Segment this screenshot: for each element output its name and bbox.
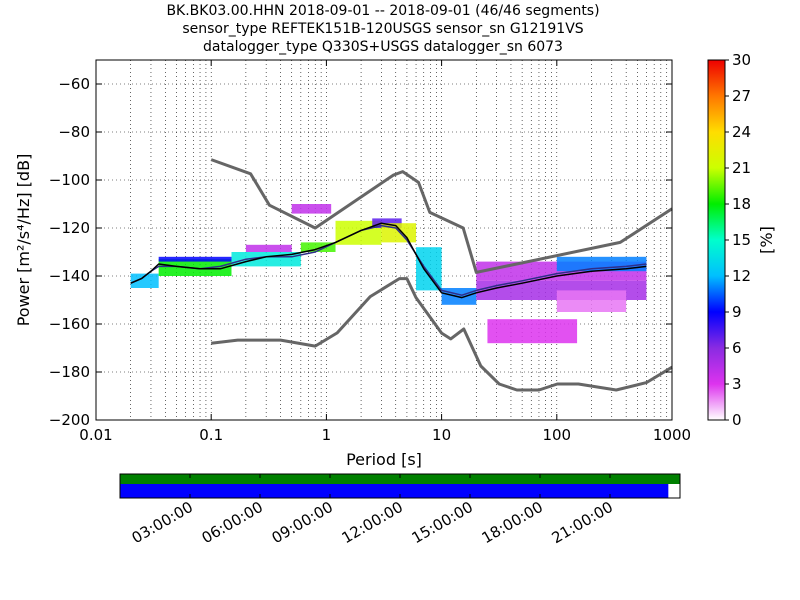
x-axis-label: Period [s]: [346, 450, 422, 469]
y-tick-label: −180: [49, 363, 90, 381]
y-tick-label: −80: [58, 123, 90, 141]
coverage-bar: [120, 474, 680, 498]
psd-distribution: [130, 204, 647, 344]
title-line-1: BK.BK03.00.HHN 2018-09-01 -- 2018-09-01 …: [166, 3, 600, 19]
colorbar-tick-label: 21: [732, 159, 751, 177]
psd-density-cell: [487, 319, 578, 344]
title-line-2: sensor_type REFTEK151B-120USGS sensor_sn…: [182, 21, 584, 37]
y-tick-label: −120: [49, 219, 90, 237]
colorbar-tick-label: 24: [732, 123, 751, 141]
time-tick-label: 21:00:00: [549, 498, 616, 547]
colorbar: [707, 59, 726, 421]
high-noise-model-line: [210, 158, 673, 274]
psd-density-cell: [245, 244, 292, 252]
colorbar-tick-label: 3: [732, 375, 742, 393]
grid: [96, 60, 672, 420]
psd-density-cell: [300, 242, 336, 252]
colorbar-label: [%]: [757, 226, 776, 254]
psd-density-cell: [556, 256, 647, 272]
data-coverage-bar: [120, 474, 680, 484]
colorbar-tick-label: 6: [732, 339, 742, 357]
psd-density-cell: [158, 256, 232, 262]
y-axis-label: Power [m²/s⁴/Hz] [dB]: [14, 154, 33, 327]
colorbar-tick-label: 9: [732, 303, 742, 321]
colorbar-tick-label: 30: [732, 51, 751, 69]
y-tick-label: −60: [58, 75, 90, 93]
x-tick-label: 0.01: [79, 426, 112, 444]
axes: 0.01 0.1 1 10 100 1000 −200 −180 −160 −140 −120 −10…: [49, 60, 691, 444]
colorbar-ticks: 0 3 6 9 12 15 18 21 24 27 30: [725, 51, 751, 429]
time-tick-label: 18:00:00: [479, 498, 546, 547]
x-tick-label: 1: [322, 426, 332, 444]
psd-density-cell: [556, 290, 627, 312]
x-tick-label: 100: [542, 426, 571, 444]
colorbar-tick-label: 18: [732, 195, 751, 213]
y-tick-label: −200: [49, 411, 90, 429]
low-noise-model-line: [211, 277, 673, 392]
colorbar-tick-label: 27: [732, 87, 751, 105]
plot-frame: [95, 59, 673, 421]
time-tick-label: 15:00:00: [409, 498, 476, 547]
x-tick-label: 1000: [653, 426, 691, 444]
psd-density-cell: [130, 273, 159, 288]
y-tick-label: −140: [49, 267, 90, 285]
colorbar-tick-label: 12: [732, 267, 751, 285]
model-lines: [130, 158, 673, 392]
x-tick-label: 0.1: [199, 426, 223, 444]
time-tick-label: 09:00:00: [269, 498, 336, 547]
colorbar-tick-label: 15: [732, 231, 751, 249]
time-tick-label: 06:00:00: [199, 498, 266, 547]
psd-density-cell: [291, 204, 332, 214]
x-tick-label: 10: [432, 426, 451, 444]
psd-density-cell: [416, 247, 442, 291]
mode-psd-line: [130, 222, 647, 299]
y-tick-label: −160: [49, 315, 90, 333]
title-line-3: datalogger_type Q330S+USGS datalogger_sn…: [203, 39, 563, 55]
colorbar-tick-label: 0: [732, 411, 742, 429]
time-tick-label: 12:00:00: [339, 498, 406, 547]
time-tick-label: 03:00:00: [129, 498, 196, 547]
segment-coverage-bar: [120, 484, 669, 498]
y-tick-label: −100: [49, 171, 90, 189]
